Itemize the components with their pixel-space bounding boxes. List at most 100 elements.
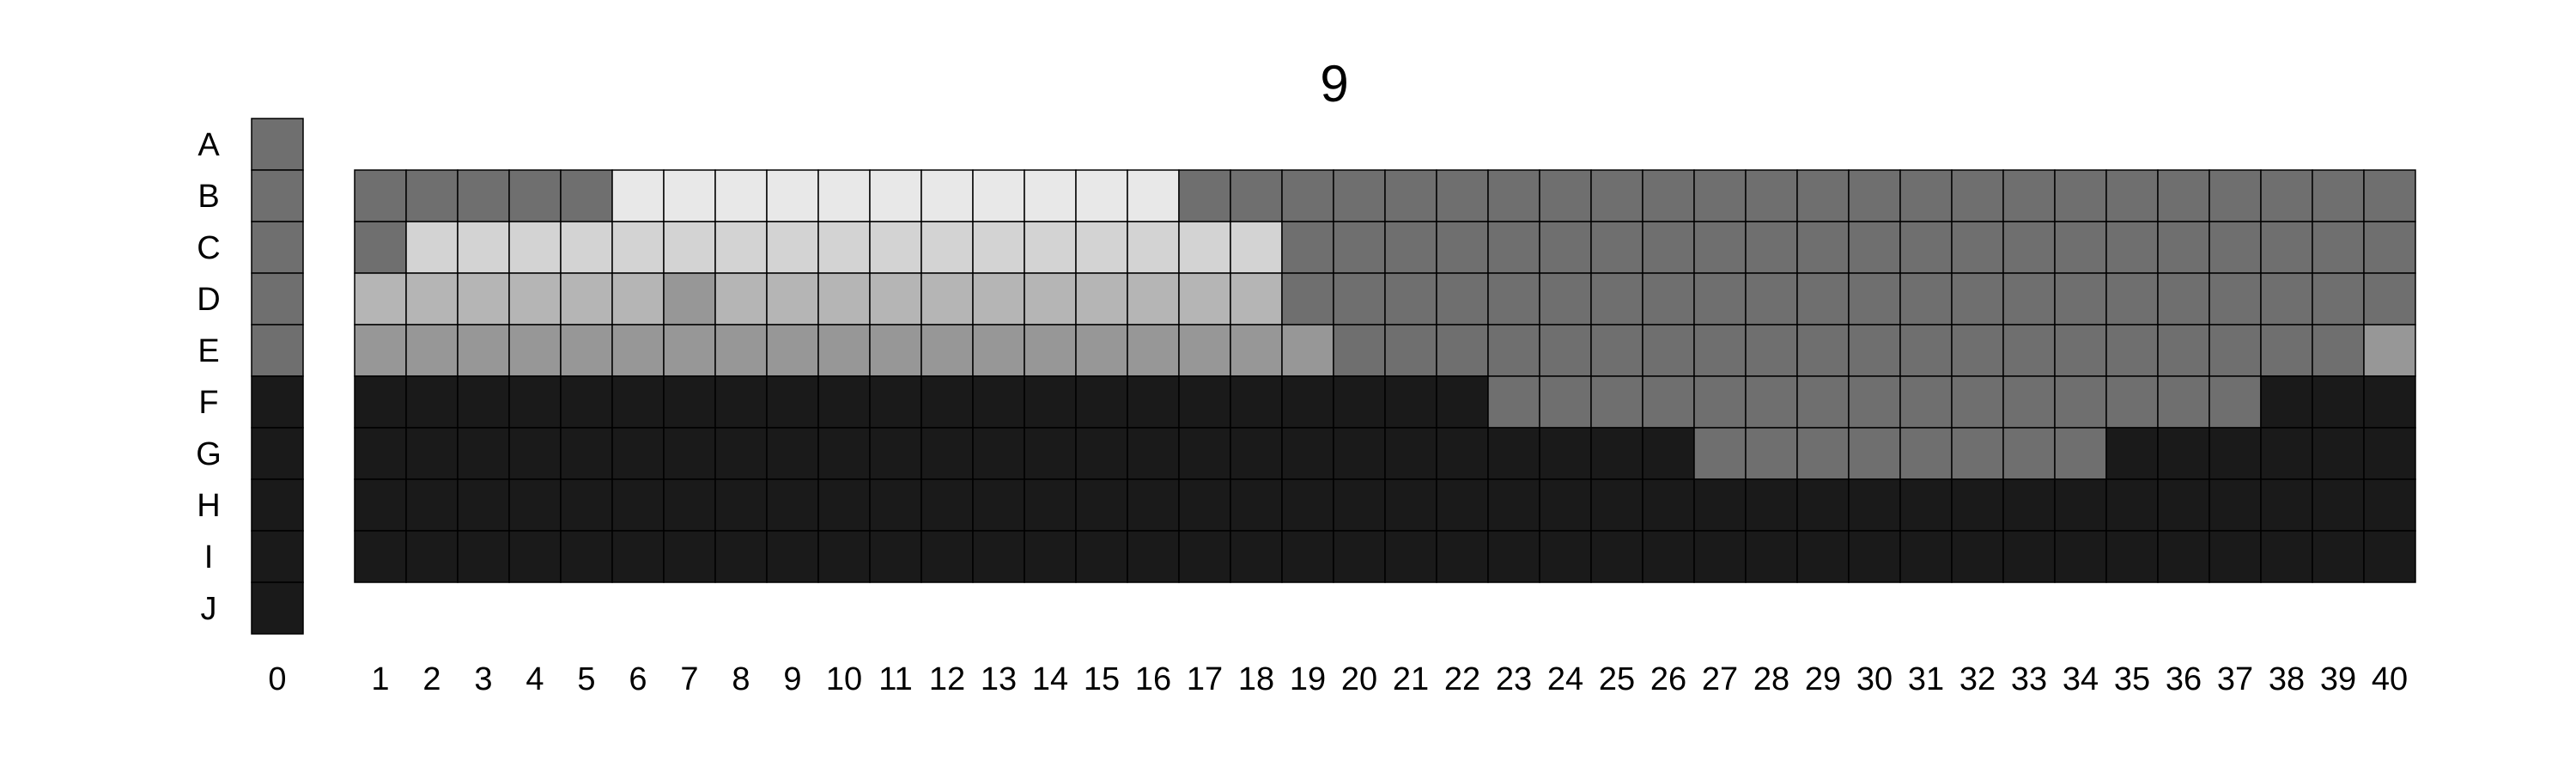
cell-c-9	[766, 221, 819, 274]
row-label-g: G	[196, 436, 222, 472]
cell-f-11	[869, 375, 922, 429]
cell-f-12	[920, 375, 974, 429]
cell-d-34	[2054, 272, 2107, 326]
cell-d-19	[1281, 272, 1334, 326]
cell-h-35	[2105, 478, 2159, 532]
cell-e-35	[2105, 324, 2159, 377]
cell-g-10	[817, 427, 871, 480]
cell-f-17	[1178, 375, 1231, 429]
cell-g-12	[920, 427, 974, 480]
cell-e-19	[1281, 324, 1334, 377]
row-label-f: F	[198, 385, 218, 421]
cell-b-2	[405, 169, 459, 222]
cell-f-14	[1024, 375, 1077, 429]
cell-c-36	[2157, 221, 2210, 274]
cell-i-36	[2157, 530, 2210, 583]
cell-b-4	[508, 169, 562, 222]
column-label-23: 23	[1496, 661, 1532, 697]
cell-h-40	[2363, 478, 2416, 532]
cell-e-29	[1796, 324, 1850, 377]
column-label-13: 13	[981, 661, 1017, 697]
cell-g-21	[1384, 427, 1437, 480]
cell-i-38	[2260, 530, 2313, 583]
cell-h-7	[663, 478, 716, 532]
cell-i-13	[972, 530, 1025, 583]
cell-b-40	[2363, 169, 2416, 222]
cell-i-2	[405, 530, 459, 583]
cell-c-2	[405, 221, 459, 274]
cell-c-23	[1487, 221, 1540, 274]
cell-b-22	[1436, 169, 1489, 222]
cell-f-20	[1333, 375, 1386, 429]
row-label-j: J	[201, 591, 217, 627]
cell-d-16	[1127, 272, 1180, 326]
cell-g-5	[560, 427, 613, 480]
cell-e-36	[2157, 324, 2210, 377]
cell-i-29	[1796, 530, 1850, 583]
cell-i-32	[1951, 530, 2004, 583]
cell-b-36	[2157, 169, 2210, 222]
cell-f-13	[972, 375, 1025, 429]
column-label-16: 16	[1135, 661, 1171, 697]
cell-e-24	[1539, 324, 1592, 377]
cell-h-20	[1333, 478, 1386, 532]
cell-c-8	[714, 221, 768, 274]
cell-e-20	[1333, 324, 1386, 377]
cell-c-30	[1848, 221, 1901, 274]
cell-c-26	[1642, 221, 1695, 274]
cell-d-40	[2363, 272, 2416, 326]
cell-d-8	[714, 272, 768, 326]
cell-c-29	[1796, 221, 1850, 274]
cell-d-14	[1024, 272, 1077, 326]
cell-b-16	[1127, 169, 1180, 222]
cell-e-16	[1127, 324, 1180, 377]
cell-e-13	[972, 324, 1025, 377]
cell-h-29	[1796, 478, 1850, 532]
cell-f-24	[1539, 375, 1592, 429]
column-0-cells	[251, 118, 304, 635]
cell-i-9	[766, 530, 819, 583]
cell-d-0	[251, 272, 304, 326]
cell-i-24	[1539, 530, 1592, 583]
cell-b-13	[972, 169, 1025, 222]
cell-c-15	[1075, 221, 1128, 274]
cell-g-1	[354, 427, 407, 480]
cell-g-24	[1539, 427, 1592, 480]
cell-i-10	[817, 530, 871, 583]
cell-g-25	[1590, 427, 1643, 480]
cell-d-37	[2208, 272, 2262, 326]
cell-c-4	[508, 221, 562, 274]
cell-h-22	[1436, 478, 1489, 532]
cell-i-16	[1127, 530, 1180, 583]
cell-g-9	[766, 427, 819, 480]
cell-d-22	[1436, 272, 1489, 326]
cell-d-3	[457, 272, 510, 326]
cell-c-31	[1899, 221, 1953, 274]
cell-c-11	[869, 221, 922, 274]
cell-b-18	[1230, 169, 1283, 222]
cell-h-1	[354, 478, 407, 532]
cell-d-2	[405, 272, 459, 326]
cell-i-8	[714, 530, 768, 583]
column-label-26: 26	[1650, 661, 1686, 697]
cell-b-26	[1642, 169, 1695, 222]
cell-h-10	[817, 478, 871, 532]
cell-b-6	[611, 169, 665, 222]
cell-e-7	[663, 324, 716, 377]
cell-c-40	[2363, 221, 2416, 274]
cell-e-2	[405, 324, 459, 377]
cell-g-38	[2260, 427, 2313, 480]
cell-d-35	[2105, 272, 2159, 326]
column-label-25: 25	[1599, 661, 1635, 697]
cell-f-5	[560, 375, 613, 429]
cell-i-37	[2208, 530, 2262, 583]
cell-i-34	[2054, 530, 2107, 583]
cell-d-25	[1590, 272, 1643, 326]
cell-g-20	[1333, 427, 1386, 480]
cell-e-0	[251, 324, 304, 377]
column-labels: 0 1 2 3 4 5 6 7 8 9 10 11 12 13 14 15 16 17 18 19 20 21 22 23 24…	[268, 661, 2408, 697]
cell-g-4	[508, 427, 562, 480]
cell-b-29	[1796, 169, 1850, 222]
cell-f-0	[251, 375, 304, 429]
column-label-10: 10	[826, 661, 862, 697]
